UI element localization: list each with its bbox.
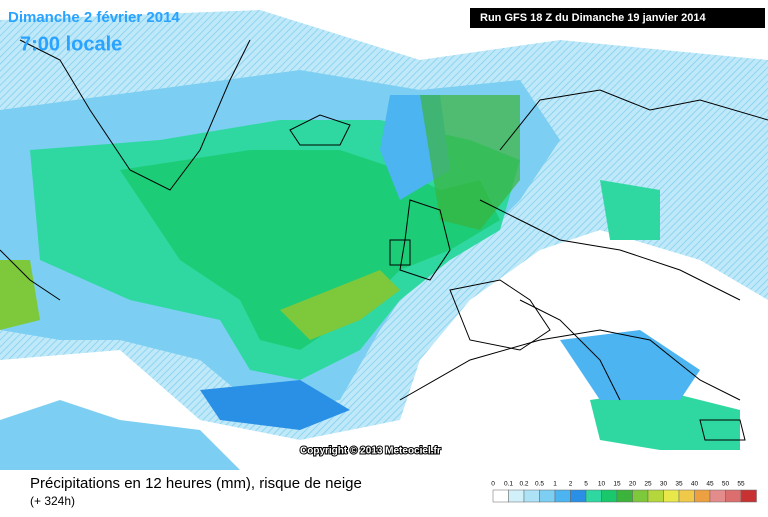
legend-swatch [554,489,571,503]
legend-label: 40 [691,481,699,488]
precip-field [0,10,768,470]
legend-swatch [709,489,726,503]
legend-label: 55 [737,481,745,488]
legend-swatch [539,489,556,503]
legend-swatch [740,489,757,503]
legend-swatch [585,489,602,503]
legend-label: 35 [675,481,683,488]
legend-swatch [663,489,680,503]
coastlines [0,39,768,441]
lead-time: (+ 324h) [30,494,75,508]
legend-swatch [632,489,649,503]
date: Dimanche 2 février 2014 [8,9,180,26]
legend-label: 45 [706,481,714,488]
legend-swatch [508,489,525,503]
legend-swatch [616,489,633,503]
legend-label: 0.2 [519,481,528,488]
legend-swatch [678,489,695,503]
legend-swatch [601,489,618,503]
legend: 0 0.1 0.2 0.5 1 2 5 10 15 20 25 30 35 40 45 50 55 [491,481,757,503]
legend-swatch [523,489,540,503]
copyright: Copyright © 2013 Meteociel.fr [300,446,441,457]
legend-label: 2 [569,481,573,488]
legend-label: 0.5 [535,481,544,488]
legend-label: 0.1 [504,481,513,488]
legend-label: 20 [629,481,637,488]
run-box [470,8,765,28]
run: Run GFS 18 Z du Dimanche 19 janvier 2014 [480,12,706,24]
legend-label: 15 [613,481,621,488]
legend-label: 10 [598,481,606,488]
legend-label: 5 [584,481,588,488]
legend-label: 25 [644,481,652,488]
footer-title: Précipitations en 12 heures (mm), risque… [30,475,362,492]
legend-swatch [694,489,711,503]
legend-label: 0 [491,481,495,488]
legend-swatch [492,489,509,503]
legend-swatch [647,489,664,503]
legend-label: 50 [722,481,730,488]
legend-swatch [725,489,742,503]
legend-label: 1 [553,481,557,488]
legend-swatch [570,489,587,503]
legend-label: 30 [660,481,668,488]
time: 7:00 locale [20,33,122,55]
